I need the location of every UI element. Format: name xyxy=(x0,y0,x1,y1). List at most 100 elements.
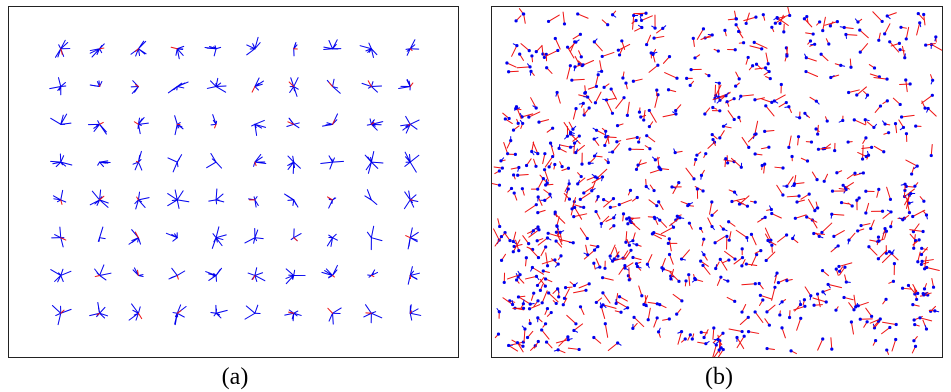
vector-arrow xyxy=(804,286,813,301)
arrow-shaft xyxy=(557,288,560,294)
arrow-head xyxy=(913,322,917,327)
arrow-shaft xyxy=(613,213,617,219)
arrow-head xyxy=(809,140,814,144)
arrow-shaft xyxy=(669,217,681,227)
vector-arrow xyxy=(812,231,826,236)
arrow-head xyxy=(512,244,516,249)
arrow-shaft xyxy=(799,300,802,305)
vector-arrow xyxy=(864,202,870,215)
vector-cluster xyxy=(253,153,267,167)
vector-arrow xyxy=(530,97,538,110)
arrow-head xyxy=(877,187,881,191)
vector-arrow xyxy=(909,233,918,243)
arrow-shaft xyxy=(733,257,743,265)
vector-segment xyxy=(254,119,265,125)
vector-arrow xyxy=(522,235,531,246)
vector-arrow xyxy=(759,298,765,306)
arrow-head xyxy=(842,295,846,300)
arrow-shaft xyxy=(595,74,599,86)
arrow-shaft xyxy=(558,336,569,347)
vector-segment xyxy=(370,237,383,242)
vector-cluster xyxy=(321,264,338,279)
vector-arrow xyxy=(561,166,571,171)
arrow-head xyxy=(883,227,887,231)
arrow-shaft xyxy=(563,288,570,299)
arrow-head xyxy=(505,61,509,65)
vector-segment xyxy=(370,274,375,278)
vector-arrow xyxy=(882,120,891,126)
vector-segment xyxy=(332,237,338,241)
arrow-head xyxy=(877,38,881,42)
vector-arrow xyxy=(540,290,548,305)
arrow-shaft xyxy=(882,321,897,325)
arrow-head xyxy=(753,98,757,102)
vector-segment xyxy=(99,43,105,50)
arrow-head xyxy=(542,168,547,172)
vector-arrow xyxy=(592,38,603,52)
arrow-head xyxy=(922,199,926,203)
arrow-head xyxy=(667,317,671,321)
vector-segment xyxy=(58,44,62,50)
arrow-shaft xyxy=(817,338,824,351)
arrow-shaft xyxy=(735,229,748,239)
arrow-head xyxy=(846,140,850,144)
vector-arrow xyxy=(820,269,830,277)
arrow-shaft xyxy=(831,213,845,216)
arrow-shaft xyxy=(536,275,540,281)
arrow-head xyxy=(500,166,504,170)
arrow-head xyxy=(892,262,897,266)
arrow-head xyxy=(541,269,545,273)
arrow-shaft xyxy=(531,150,535,156)
vector-arrow xyxy=(779,82,783,94)
arrow-head xyxy=(912,339,916,343)
arrow-shaft xyxy=(712,332,724,344)
arrow-head xyxy=(758,293,762,297)
arrow-shaft xyxy=(625,231,628,243)
arrow-head xyxy=(540,328,544,332)
vector-arrow xyxy=(752,40,768,49)
vector-arrow xyxy=(913,182,919,188)
arrow-shaft xyxy=(912,209,926,217)
vector-arrow xyxy=(564,187,570,202)
vector-arrow xyxy=(511,239,521,254)
vector-cluster xyxy=(363,304,383,324)
arrow-shaft xyxy=(741,136,750,148)
vector-arrow xyxy=(530,265,545,275)
arrow-shaft xyxy=(524,275,538,280)
vector-arrow xyxy=(660,223,676,235)
vector-arrow xyxy=(540,245,548,257)
arrow-shaft xyxy=(715,264,718,270)
vector-arrow xyxy=(609,257,626,263)
vector-arrow xyxy=(664,72,679,80)
vector-arrow xyxy=(809,42,817,47)
vector-segment xyxy=(53,198,62,201)
arrow-shaft xyxy=(503,142,509,155)
arrow-shaft xyxy=(806,216,818,223)
arrow-shaft xyxy=(661,257,666,269)
vector-segment xyxy=(405,235,411,239)
arrow-head xyxy=(554,301,558,305)
arrow-head xyxy=(535,283,540,287)
vector-arrow xyxy=(608,205,617,209)
arrow-shaft xyxy=(593,41,603,52)
vector-segment xyxy=(409,274,418,280)
arrow-shaft xyxy=(904,53,906,59)
arrow-head xyxy=(718,109,722,113)
vector-arrow xyxy=(563,286,573,290)
arrow-head xyxy=(543,322,548,326)
vector-segment xyxy=(60,268,64,276)
vector-arrow xyxy=(514,15,522,23)
arrow-shaft xyxy=(771,213,782,219)
vector-arrow xyxy=(669,271,681,283)
arrow-shaft xyxy=(556,225,560,231)
arrow-head xyxy=(753,310,757,314)
arrow-head xyxy=(525,335,530,340)
vector-arrow xyxy=(911,209,926,219)
vector-segment xyxy=(94,268,101,276)
arrow-head xyxy=(534,164,538,168)
vector-arrow xyxy=(776,278,788,285)
vector-arrow xyxy=(722,278,730,283)
arrow-shaft xyxy=(604,323,609,338)
arrow-shaft xyxy=(830,75,835,78)
vector-arrow xyxy=(601,127,608,133)
